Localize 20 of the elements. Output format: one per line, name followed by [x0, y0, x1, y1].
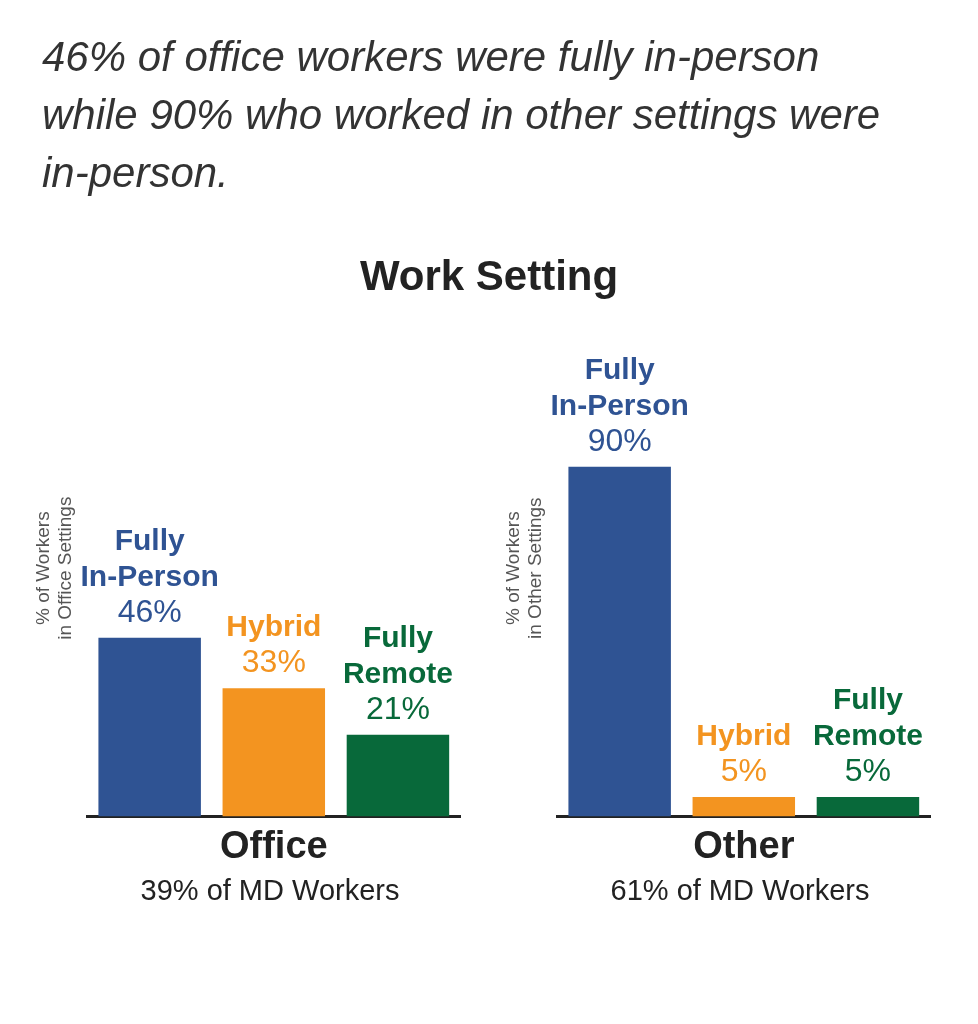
x-tick-label: Hybrid [226, 609, 322, 643]
data-label: 33% [241, 643, 306, 680]
text: 61% of MD Workers [609, 874, 871, 907]
data-label: 5% [720, 751, 767, 788]
chart-subtitle: Work Setting [358, 252, 620, 300]
x-tick-label: Hybrid [696, 717, 792, 751]
x-axis-title: Other [693, 823, 795, 866]
y-axis-title: % of Workers in Other Settings [501, 497, 546, 639]
x-tick-label: Fully Remote [342, 619, 453, 689]
y-axis-title: % of Workers in Office Settings [31, 496, 76, 640]
data-label: 46% [117, 592, 182, 629]
x-tick-label: Fully In-Person [550, 351, 689, 421]
data-label: 21% [365, 689, 430, 726]
chart-title: 46% of office workers were fully in-person while 90% who worked in other settings were in-person. [41, 32, 882, 198]
text: 39% of MD Workers [139, 874, 401, 907]
x-tick-label: Fully Remote [812, 681, 923, 751]
x-axis-title: Office [219, 823, 328, 866]
data-label: 5% [844, 751, 892, 788]
data-label: 90% [587, 421, 652, 458]
x-tick-label: Fully In-Person [80, 522, 219, 592]
